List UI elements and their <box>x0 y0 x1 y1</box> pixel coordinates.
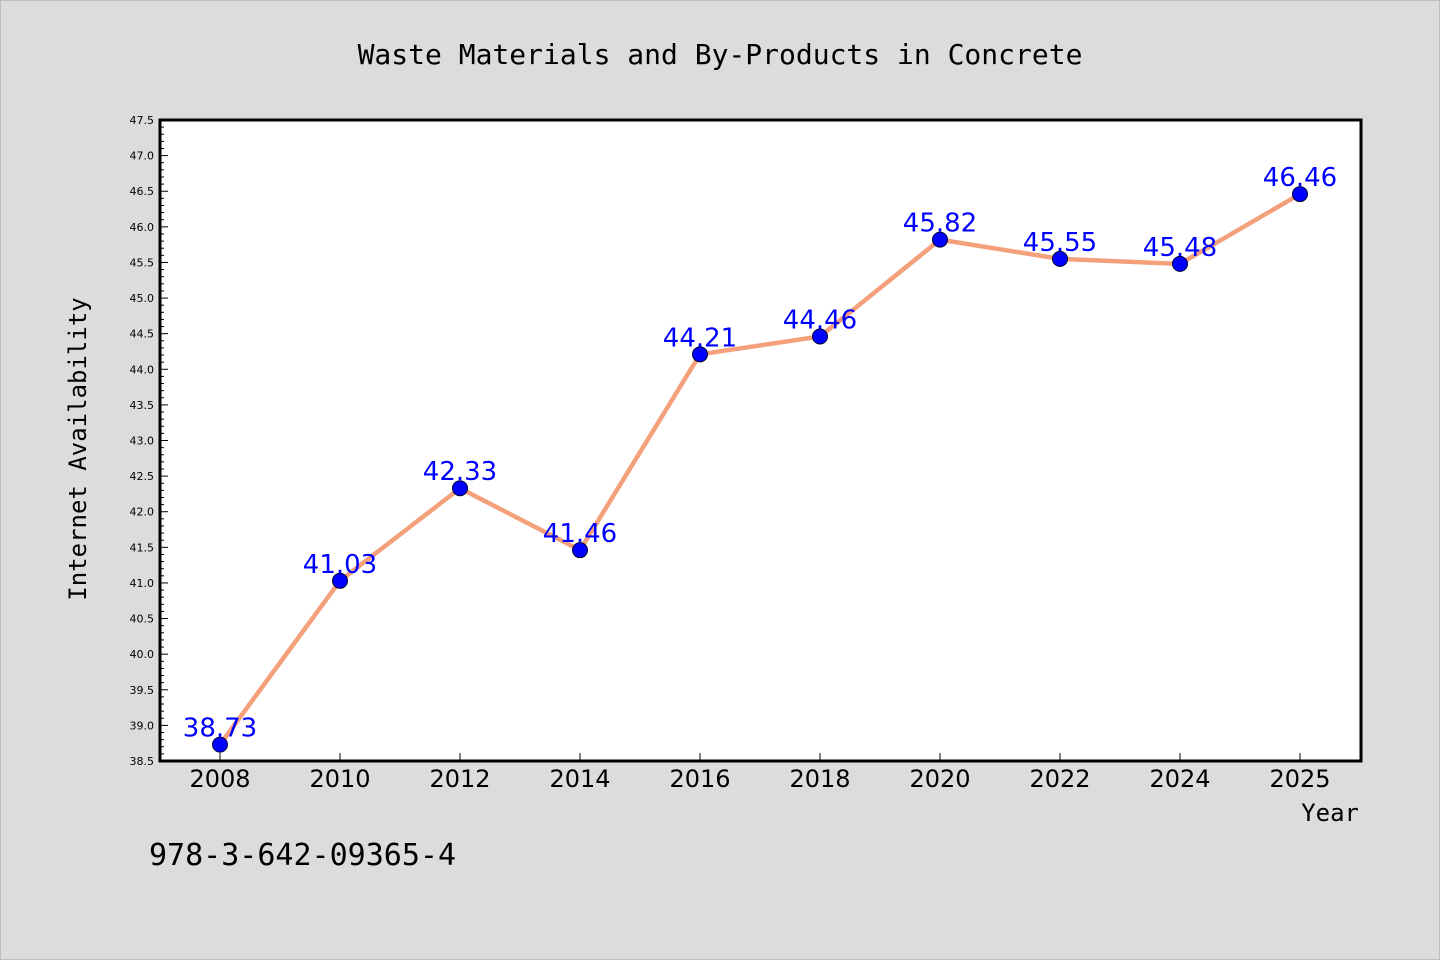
series-layer: 38.73 41.03 42.33 41.46 44.21 44.46 45.82 45.55… <box>183 163 1337 753</box>
data-point <box>572 542 588 559</box>
y-tick-label: 45.5 <box>130 256 155 269</box>
y-tick-label: 41.0 <box>130 577 155 590</box>
data-label: 41.03 <box>303 550 377 580</box>
data-point <box>932 231 948 248</box>
y-tick-label: 42.0 <box>130 506 155 519</box>
y-axis-label: Internet Availability <box>64 297 92 600</box>
x-tick-label: 2025 <box>1269 765 1330 793</box>
y-tick-label: 41.5 <box>130 541 155 554</box>
data-label: 38.73 <box>183 714 257 744</box>
x-axis-label: Year <box>1301 799 1359 827</box>
y-tick-label: 46.5 <box>130 185 155 198</box>
data-label: 41.46 <box>543 519 617 549</box>
x-tick-label: 2014 <box>549 765 610 793</box>
data-label: 46.46 <box>1263 163 1337 193</box>
data-label: 45.82 <box>903 209 977 239</box>
x-tick-label: 2016 <box>669 765 730 793</box>
footer-code: 978-3-642-09365-4 <box>149 838 456 873</box>
data-label: 45.48 <box>1143 233 1217 263</box>
y-tick-label: 38.5 <box>130 755 155 768</box>
y-tick-label: 47.0 <box>130 150 155 163</box>
x-tick-label: 2012 <box>429 765 490 793</box>
y-tick-label: 40.0 <box>130 648 155 661</box>
y-tick-label: 47.5 <box>130 114 155 127</box>
data-label: 44.21 <box>663 323 737 353</box>
data-label: 44.46 <box>783 306 857 336</box>
data-point <box>692 346 708 363</box>
x-tick-label: 2018 <box>789 765 850 793</box>
data-point <box>452 480 468 497</box>
x-tick-label: 2024 <box>1149 765 1210 793</box>
data-point <box>212 736 228 753</box>
x-tick-label: 2010 <box>309 765 370 793</box>
data-point <box>1052 250 1068 267</box>
y-tick-label: 44.5 <box>130 328 155 341</box>
data-point <box>332 572 348 589</box>
x-axis: 2008 2010 2012 2014 2016 2018 2020 2022 2024 2025 <box>189 753 1331 793</box>
y-tick-label: 39.5 <box>130 684 155 697</box>
data-point <box>1292 186 1308 203</box>
data-label: 42.33 <box>423 457 497 487</box>
y-tick-label: 44.0 <box>130 363 155 376</box>
series-line <box>218 192 1302 746</box>
data-point <box>812 328 828 345</box>
y-axis: 38.5 39.0 39.5 40.0 40.5 41.0 41.5 42.0 42.5 43.0… <box>130 114 168 768</box>
data-point <box>1172 255 1188 272</box>
y-tick-label: 39.0 <box>130 719 155 732</box>
x-tick-label: 2020 <box>909 765 970 793</box>
y-tick-label: 40.5 <box>130 613 155 626</box>
chart-title: Waste Materials and By-Products in Concr… <box>358 38 1083 71</box>
plot-area <box>158 118 1363 763</box>
y-tick-label: 45.0 <box>130 292 155 305</box>
y-tick-label: 43.0 <box>130 435 155 448</box>
y-tick-label: 46.0 <box>130 221 155 234</box>
y-tick-label: 42.5 <box>130 470 155 483</box>
data-label: 45.55 <box>1023 228 1097 258</box>
y-tick-label: 43.5 <box>130 399 155 412</box>
x-tick-label: 2008 <box>189 765 250 793</box>
x-tick-label: 2022 <box>1029 765 1090 793</box>
